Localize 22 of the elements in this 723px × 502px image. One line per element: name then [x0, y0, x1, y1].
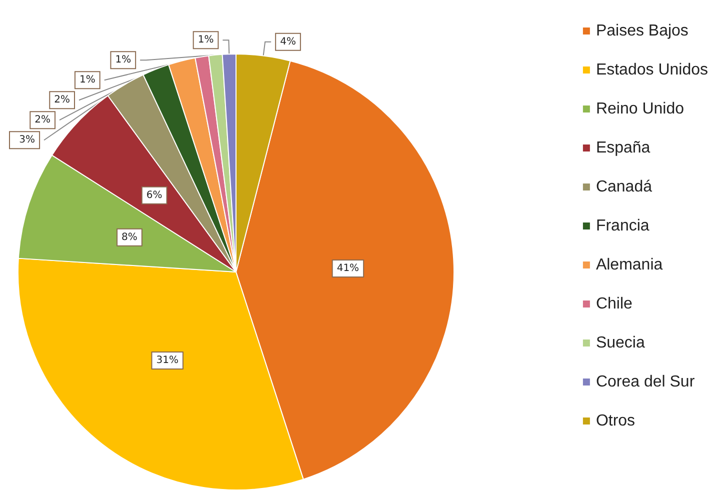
legend-label: Otros: [596, 412, 636, 430]
data-label: 2%: [54, 94, 70, 106]
data-label: 1%: [79, 74, 96, 86]
legend-label: Alemania: [596, 256, 663, 274]
data-label: 1%: [115, 54, 132, 66]
data-label: 6%: [146, 190, 162, 201]
legend-label: Estados Unidos: [596, 62, 708, 78]
data-label: 4%: [280, 36, 296, 48]
legend-label: Francia: [596, 218, 650, 234]
legend-label: Reino Unido: [596, 100, 684, 118]
data-label: 2%: [34, 114, 51, 126]
data-label: 3%: [19, 134, 36, 146]
data-label: 31%: [156, 354, 178, 366]
data-label: 8%: [122, 232, 138, 243]
data-label: 1%: [198, 34, 214, 46]
legend-label: Canadá: [596, 178, 652, 196]
legend-label: Suecia: [596, 334, 645, 352]
legend-label: Chile: [596, 296, 632, 312]
legend-label: Paises Bajos: [596, 22, 688, 40]
legend-label: Corea del Sur: [596, 374, 696, 390]
data-label: 41%: [336, 262, 360, 274]
legend-label: España: [596, 140, 650, 156]
